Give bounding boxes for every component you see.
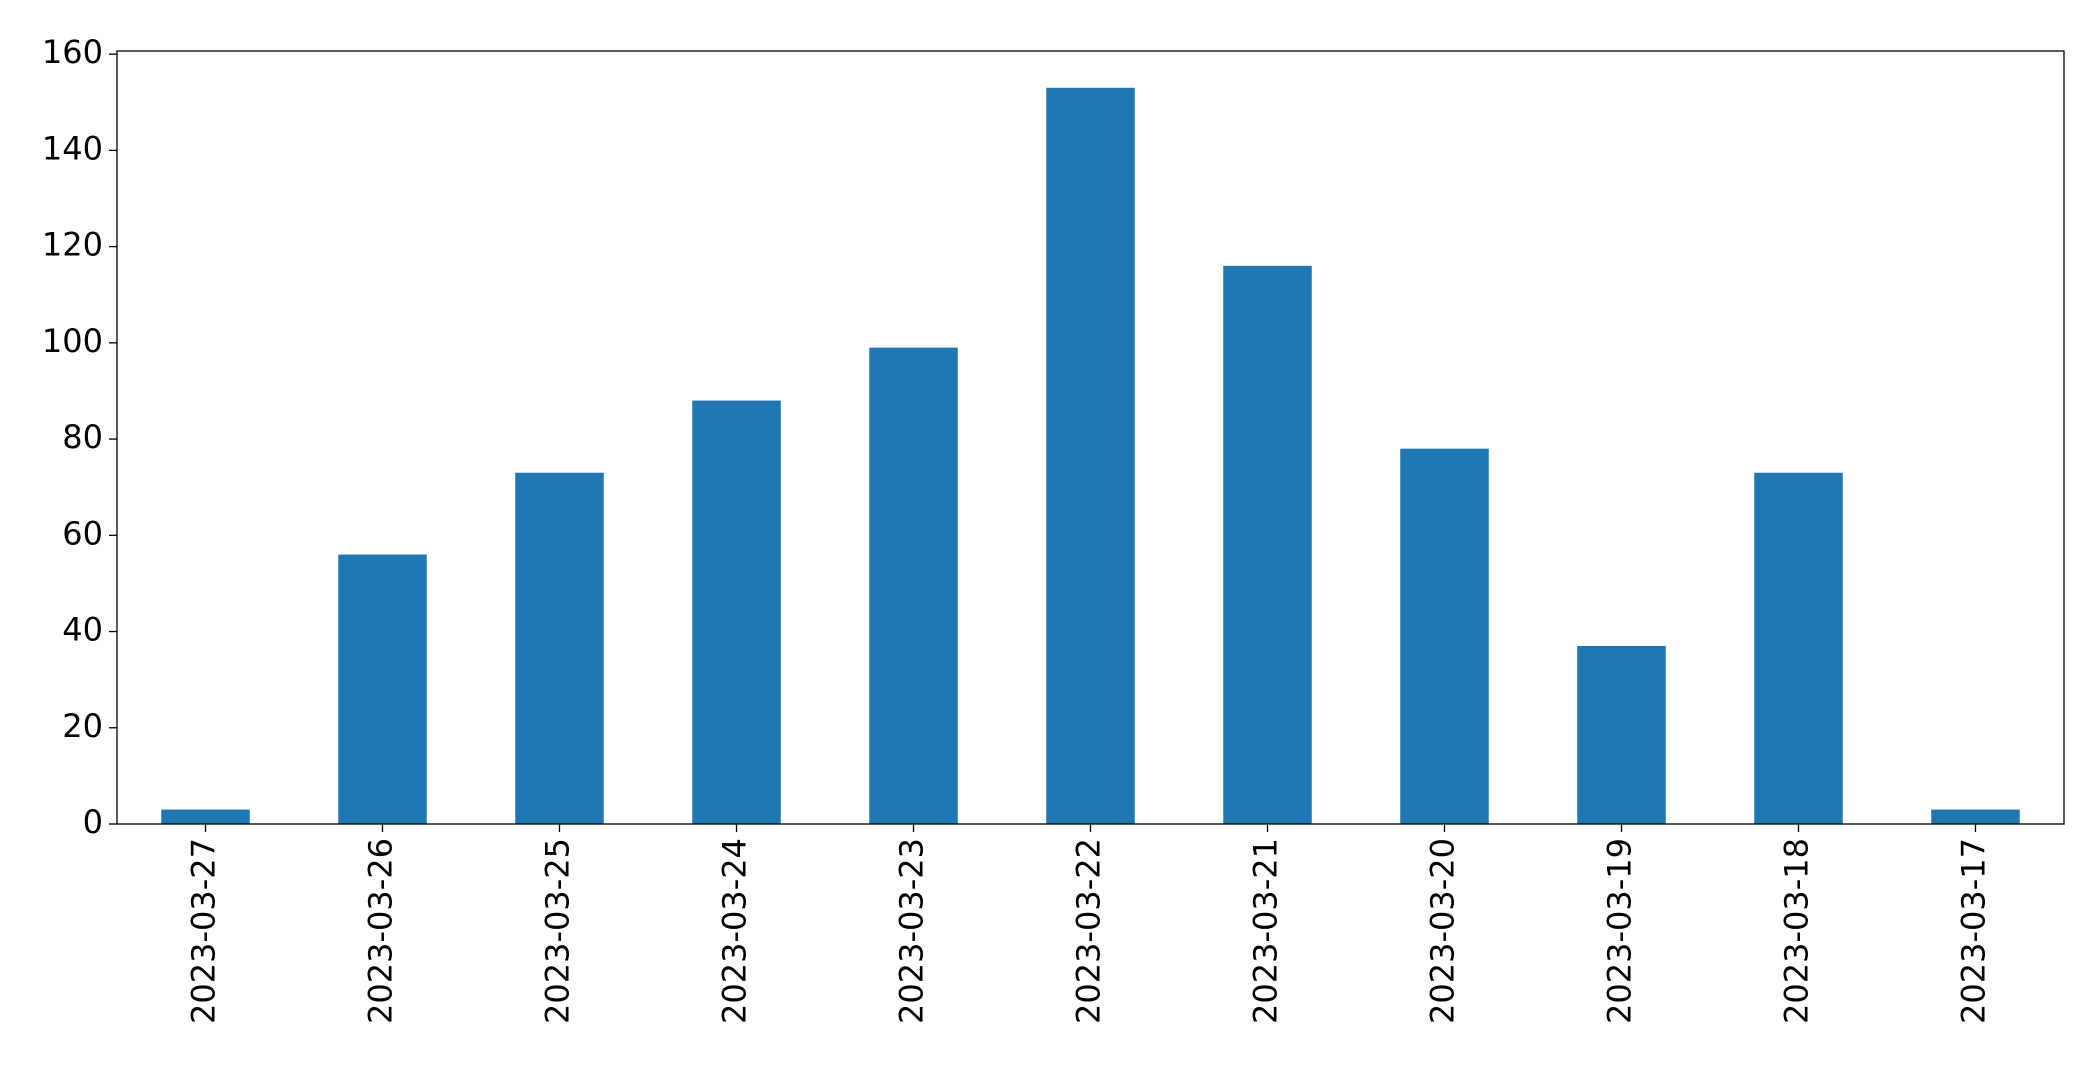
x-tick-label: 2023-03-23 <box>893 838 931 1024</box>
bar <box>692 400 781 824</box>
bar <box>161 809 250 824</box>
bar <box>1223 265 1312 824</box>
bar <box>1931 809 2020 824</box>
y-tick-label: 140 <box>42 129 103 167</box>
y-tick-label: 100 <box>42 322 103 360</box>
x-tick-label: 2023-03-18 <box>1778 838 1816 1024</box>
y-tick-label: 40 <box>62 611 103 649</box>
x-tick-label: 2023-03-22 <box>1070 838 1108 1024</box>
x-tick-label: 2023-03-25 <box>539 838 577 1024</box>
x-tick-label: 2023-03-26 <box>362 838 400 1024</box>
y-tick-label: 160 <box>42 33 103 71</box>
bar <box>869 347 958 824</box>
x-tick-label: 2023-03-17 <box>1955 838 1993 1024</box>
bar <box>338 554 427 824</box>
bar <box>1577 645 1666 824</box>
x-tick-label: 2023-03-20 <box>1424 838 1462 1024</box>
y-tick-label: 80 <box>62 418 103 456</box>
x-tick-label: 2023-03-21 <box>1247 838 1285 1024</box>
y-tick-label: 20 <box>62 707 103 745</box>
x-tick-label: 2023-03-27 <box>185 838 223 1024</box>
y-tick-label: 0 <box>83 803 103 841</box>
bar <box>515 472 604 824</box>
bar <box>1754 472 1843 824</box>
y-tick-label: 60 <box>62 514 103 552</box>
bar <box>1046 87 1135 825</box>
x-tick-label: 2023-03-24 <box>716 838 754 1024</box>
plot-frame <box>116 50 2065 825</box>
bar <box>1400 448 1489 824</box>
x-tick-label: 2023-03-19 <box>1601 838 1639 1024</box>
y-tick-label: 120 <box>42 226 103 264</box>
